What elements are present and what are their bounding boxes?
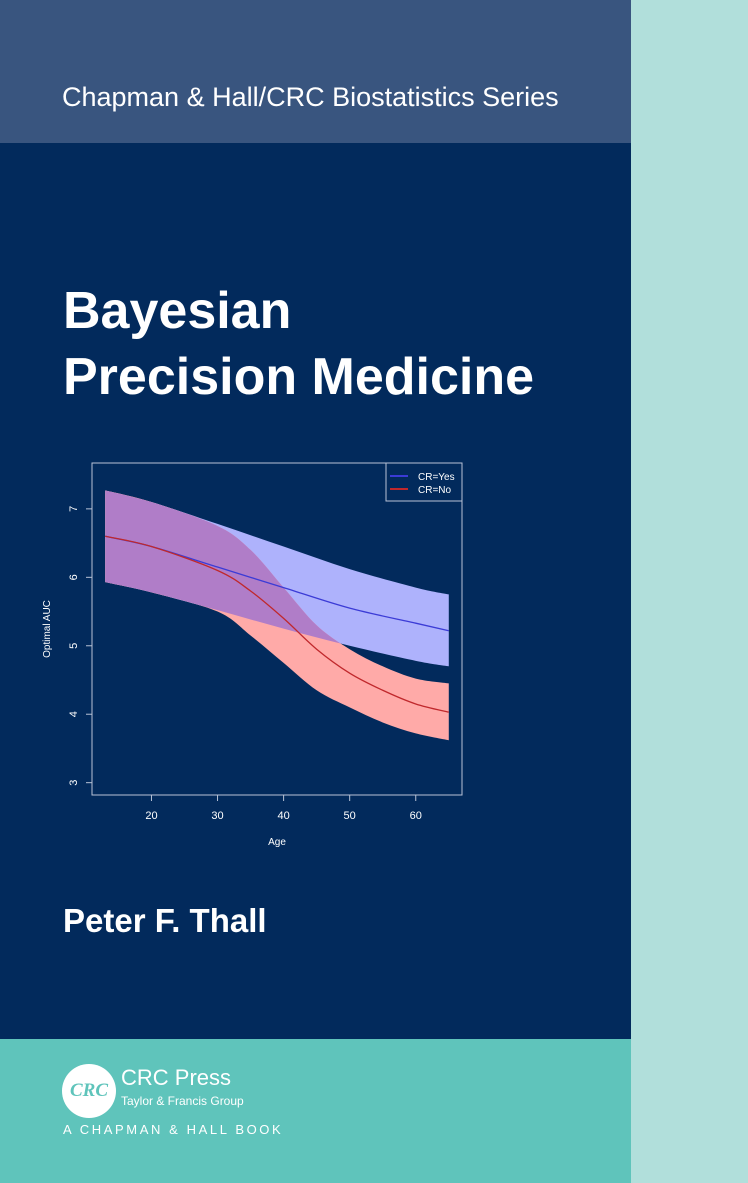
line-cr-no: [105, 535, 449, 713]
x-axis-label: Age: [268, 837, 286, 848]
legend-label: CR=No: [418, 485, 452, 496]
y-tick-label: 5: [68, 643, 80, 649]
y-tick-label: 4: [68, 711, 80, 717]
author-name: Peter F. Thall: [63, 902, 267, 939]
title-line-1: Bayesian: [63, 282, 292, 340]
imprint: A CHAPMAN & HALL BOOK: [63, 1122, 284, 1137]
spine-strip: [631, 0, 748, 1183]
book-title: Bayesian Precision Medicine: [63, 278, 534, 410]
title-line-2: Precision Medicine: [63, 348, 535, 406]
publisher-name: CRC Press: [121, 1065, 232, 1090]
x-tick-label: 40: [277, 810, 289, 822]
y-tick-label: 6: [68, 574, 80, 580]
y-axis-label: Optimal AUC: [42, 600, 53, 658]
band-overlap: [105, 490, 449, 667]
plot-frame: [91, 462, 463, 796]
y-tick-label: 3: [68, 780, 80, 786]
x-tick-label: 30: [211, 810, 223, 822]
publisher-group: Taylor & Francis Group: [121, 1094, 244, 1108]
series-title: Chapman & Hall/CRC Biostatistics Series: [62, 82, 559, 112]
x-tick-label: 50: [344, 810, 356, 822]
x-tick-label: 20: [145, 810, 157, 822]
legend-box: [385, 462, 463, 502]
series-band: Chapman & Hall/CRC Biostatistics Series: [0, 0, 631, 143]
crc-logo: CRC: [62, 1064, 116, 1118]
legend-label: CR=Yes: [418, 472, 455, 483]
x-tick-label: 60: [410, 810, 422, 822]
y-tick-label: 7: [68, 506, 80, 512]
